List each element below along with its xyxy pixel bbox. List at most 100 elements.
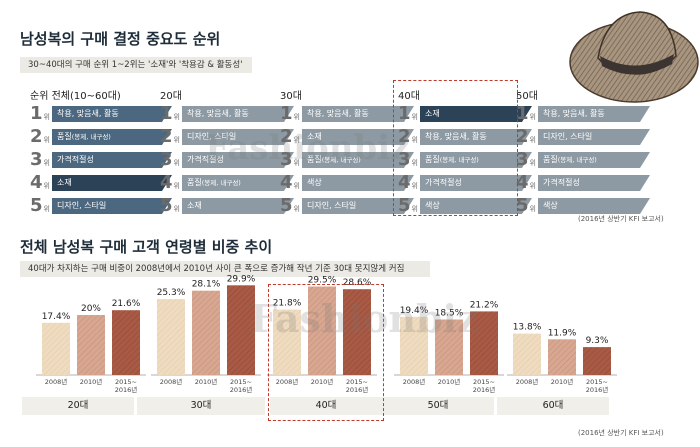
- chart-bar: [400, 316, 428, 375]
- chart-section-title: 전체 남성복 구매 고객 연령별 비중 추이: [20, 238, 273, 256]
- chart-x-tick-label: 2016년: [230, 385, 253, 394]
- rank-bar: 색상: [538, 198, 650, 214]
- chart-value-label: 19.4%: [400, 306, 429, 316]
- chart-x-tick-label: 2010년: [80, 377, 103, 386]
- rank-row: 1 위 착용, 맞음새, 활동: [160, 104, 296, 124]
- chart-bar: [343, 289, 371, 375]
- chart-bar: [308, 286, 336, 375]
- rank-bar: 가격적절성: [182, 152, 294, 168]
- chart-value-label: 29.9%: [227, 274, 256, 284]
- chart-x-tick-label: 2015~: [586, 378, 608, 386]
- rank-row: 3 위 품질(봉제, 내구성): [280, 150, 416, 170]
- rank-column-header: 순위 전체(10~60대): [30, 91, 121, 102]
- rank-column-header: 30대: [280, 91, 302, 102]
- rank-bar: 품질(봉제, 내구성): [538, 152, 650, 168]
- chart-bar: [77, 315, 105, 375]
- rank-row: 2 위 디자인, 스타일: [160, 127, 296, 147]
- rank-column-header: 40대: [398, 91, 420, 102]
- chart-x-tick-label: 2010년: [195, 377, 218, 386]
- chart-bar: [273, 309, 301, 375]
- rank-row: 1 위 착용, 맞음새, 활동: [516, 104, 652, 124]
- rank-row: 3 위 가격적절성: [30, 150, 174, 170]
- chart-source-note: (2016년 상반기 KFI 보고서): [578, 429, 664, 437]
- rank-row: 2 위 착용, 맞음새, 활동: [398, 127, 534, 147]
- chart-category-label: 30대: [137, 397, 265, 415]
- chart-value-label: 9.3%: [586, 336, 609, 346]
- rank-row: 4 위 품질(봉제, 내구성): [160, 173, 296, 193]
- rank-bar: 품질(봉제, 내구성): [420, 152, 532, 168]
- chart-x-tick-label: 2015~: [230, 378, 252, 386]
- chart-value-label: 21.8%: [273, 299, 302, 309]
- chart-category-label: 60대: [497, 397, 609, 415]
- rank-bar: 가격적절성: [52, 152, 172, 168]
- chart-value-label: 29.5%: [308, 276, 337, 286]
- rank-row: 3 위 가격적절성: [160, 150, 296, 170]
- chart-category-label: 20대: [22, 397, 134, 415]
- rank-source-note: (2016년 상반기 KFI 보고서): [578, 215, 664, 223]
- watermark-bottom: Fashionbiz: [250, 296, 479, 341]
- highlight-40s-chart-box: [268, 284, 384, 421]
- rank-bar: 가격적절성: [420, 175, 532, 191]
- rank-section-title: 남성복의 구매 결정 중요도 순위: [20, 30, 221, 48]
- rank-row: 4 위 가격적절성: [516, 173, 652, 193]
- chart-value-label: 13.8%: [513, 323, 542, 333]
- hat-illustration: [569, 11, 699, 103]
- chart-value-label: 28.6%: [343, 278, 372, 288]
- chart-x-tick-label: 2008년: [276, 377, 299, 386]
- rank-bar: 착용, 맞음새, 활동: [182, 106, 294, 122]
- chart-bar: [157, 299, 185, 375]
- rank-bar: 소재: [182, 198, 294, 214]
- rank-row: 5 위 소재: [160, 196, 296, 216]
- chart-category-label: 50대: [382, 397, 494, 415]
- chart-bar: [435, 319, 463, 375]
- rank-bar: 착용, 맞음새, 활동: [538, 106, 650, 122]
- chart-value-label: 18.5%: [435, 309, 464, 319]
- rank-bar: 품질(봉제, 내구성): [182, 175, 294, 191]
- chart-x-tick-label: 2010년: [551, 377, 574, 386]
- chart-bar: [112, 310, 140, 375]
- rank-bar: 소재: [52, 175, 172, 191]
- rank-bar: 디자인, 스타일: [52, 198, 172, 214]
- rank-bar: 디자인, 스타일: [182, 129, 294, 145]
- rank-bar: 품질(봉제, 내구성): [52, 129, 172, 145]
- rank-row: 5 위 색상: [398, 196, 534, 216]
- rank-bar: 착용, 맞음새, 활동: [52, 106, 172, 122]
- chart-bar: [548, 339, 576, 375]
- chart-x-tick-label: 2016년: [473, 385, 496, 394]
- rank-row: 5 위 디자인, 스타일: [280, 196, 416, 216]
- rank-bar: 착용, 맞음새, 활동: [302, 106, 414, 122]
- rank-bar: 가격적절성: [538, 175, 650, 191]
- chart-value-label: 21.2%: [470, 300, 499, 310]
- chart-value-label: 11.9%: [548, 328, 577, 338]
- rank-row: 4 위 가격적절성: [398, 173, 534, 193]
- chart-bar: [227, 285, 255, 375]
- chart-value-label: 21.6%: [112, 299, 141, 309]
- chart-x-tick-label: 2008년: [160, 377, 183, 386]
- rank-column-header: 50대: [516, 91, 538, 102]
- rank-row: 5 위 디자인, 스타일: [30, 196, 174, 216]
- rank-row: 2 위 소재: [280, 127, 416, 147]
